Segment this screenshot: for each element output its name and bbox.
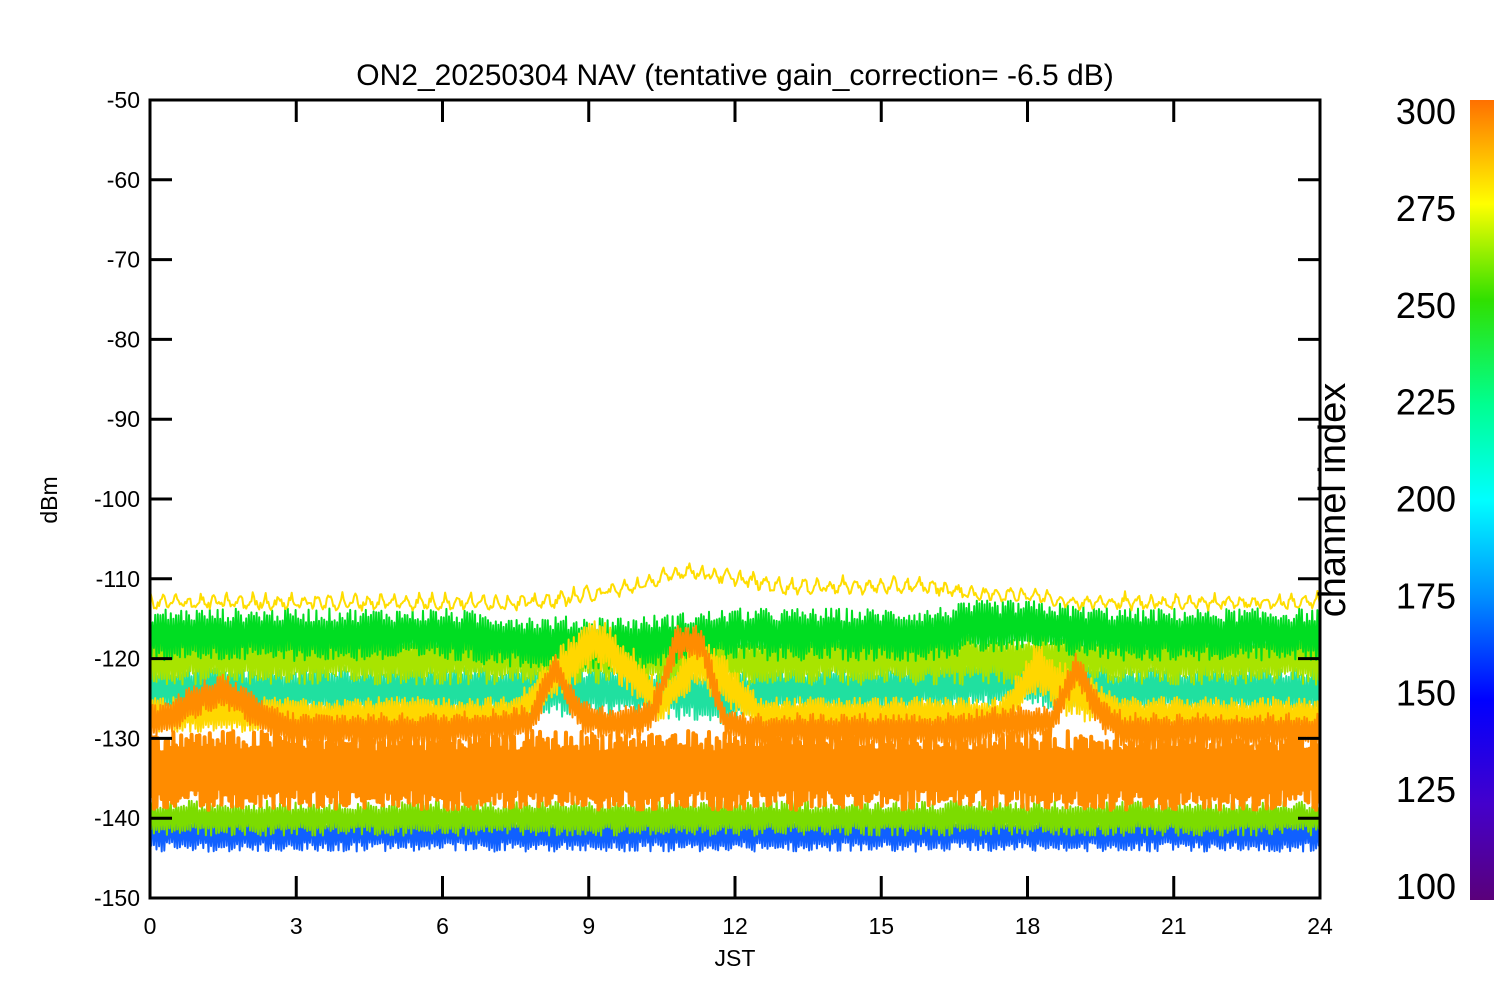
series-6-trace	[150, 562, 1320, 612]
x-axis-label: JST	[715, 945, 756, 971]
y-tick-label: -80	[107, 326, 140, 352]
colorbar-tick-label: 225	[1396, 382, 1456, 423]
y-tick-label: -50	[107, 87, 140, 113]
series-0-trace	[150, 728, 1320, 812]
colorbar-tick-label: 125	[1396, 769, 1456, 810]
x-tick-label: 15	[868, 913, 894, 939]
x-tick-label: 21	[1161, 913, 1187, 939]
data-series-layer	[150, 562, 1320, 853]
colorbar-label: channel index	[1312, 383, 1354, 618]
y-tick-label: -70	[107, 247, 140, 273]
series-4-trace	[150, 599, 1320, 670]
colorbar-tick-label: 100	[1396, 866, 1456, 907]
y-axis-label: dBm	[36, 476, 62, 523]
colorbar-tick-label: 300	[1396, 91, 1456, 132]
colorbar-tick-label: 150	[1396, 672, 1456, 713]
y-tick-label: -150	[94, 885, 140, 911]
colorbar-tick-label: 175	[1396, 575, 1456, 616]
x-axis: 0 3 6 9 12 15 18 21 24	[144, 100, 1333, 939]
y-tick-label: -120	[94, 646, 140, 672]
y-tick-label: -60	[107, 167, 140, 193]
colorbar-tick-label: 200	[1396, 479, 1456, 520]
y-axis: -50 -60 -70 -80 -90 -100 -110 -120 -130 -140 -150	[94, 87, 1320, 911]
y-tick-label: -140	[94, 805, 140, 831]
colorbar-tick-label: 275	[1396, 188, 1456, 229]
series-1-trace	[150, 624, 1320, 749]
x-tick-label: 24	[1307, 913, 1333, 939]
x-tick-label: 0	[144, 913, 157, 939]
x-tick-label: 18	[1015, 913, 1041, 939]
colorbar	[1470, 100, 1494, 900]
x-tick-label: 6	[436, 913, 449, 939]
x-tick-label: 3	[290, 913, 303, 939]
series-2-trace	[150, 620, 1320, 733]
x-tick-label: 12	[722, 913, 748, 939]
y-tick-label: -130	[94, 725, 140, 751]
x-tick-label: 9	[582, 913, 595, 939]
y-tick-label: -110	[96, 566, 140, 592]
colorbar-tick-label: 250	[1396, 285, 1456, 326]
y-tick-label: -90	[107, 406, 140, 432]
chart-title: ON2_20250304 NAV (tentative gain_correct…	[356, 59, 1113, 92]
colorbar-ticks: 100 125 150 175 200 225 250 275 300	[1396, 91, 1456, 907]
y-tick-label: -100	[94, 486, 140, 512]
